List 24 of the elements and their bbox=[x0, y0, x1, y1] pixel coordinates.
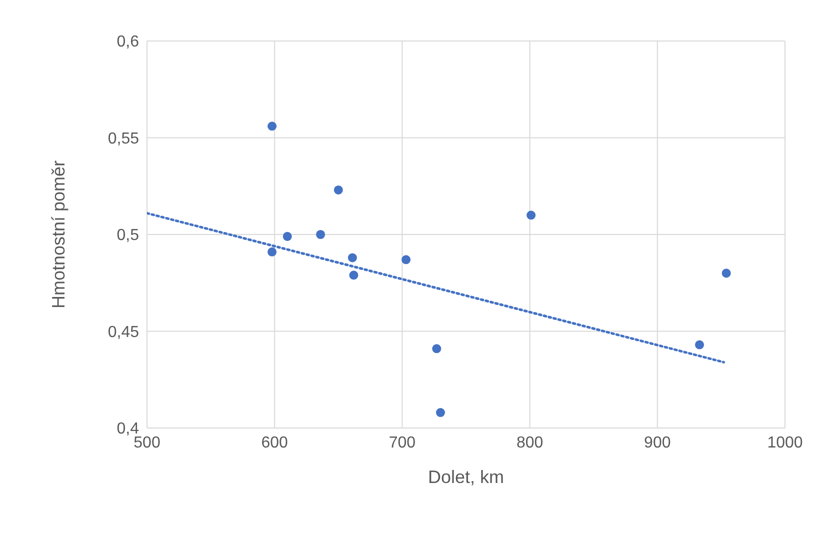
point bbox=[316, 230, 326, 240]
y-tick-label: 0,55 bbox=[108, 130, 140, 148]
x-tick-label: 1000 bbox=[767, 434, 803, 452]
x-tick-label: 600 bbox=[261, 434, 288, 452]
y-tick-label: 0,5 bbox=[116, 227, 140, 244]
point bbox=[334, 185, 343, 194]
point bbox=[268, 122, 277, 131]
point bbox=[526, 210, 536, 220]
x-axis-title: Dolet, km bbox=[428, 467, 504, 487]
x-tick-label: 800 bbox=[516, 434, 544, 452]
x-tick-label: 700 bbox=[388, 434, 416, 452]
point bbox=[349, 270, 358, 280]
x-tick-label: 900 bbox=[644, 434, 671, 452]
y-tick-label: 0,6 bbox=[116, 34, 140, 51]
point bbox=[402, 255, 411, 264]
y-tick-label: 0,45 bbox=[108, 324, 140, 341]
point bbox=[432, 344, 442, 354]
point bbox=[436, 408, 445, 418]
point bbox=[348, 253, 357, 262]
point bbox=[268, 247, 277, 256]
y-axis-title: Hmotnostní poměr bbox=[48, 160, 68, 309]
point bbox=[694, 340, 704, 350]
point bbox=[722, 268, 731, 278]
point bbox=[282, 232, 292, 241]
